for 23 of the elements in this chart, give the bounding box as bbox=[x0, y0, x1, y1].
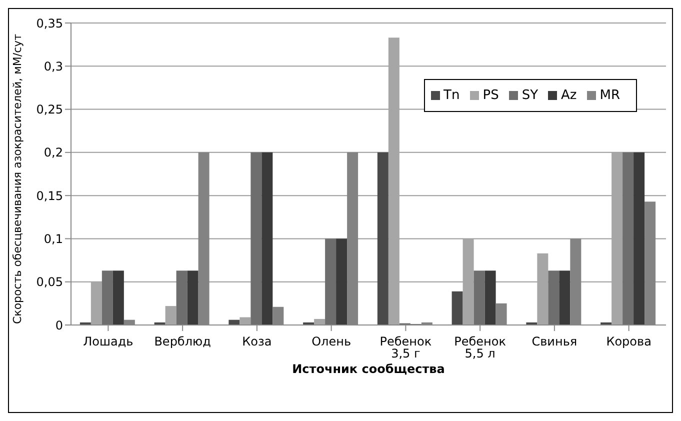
legend-label: Az bbox=[561, 88, 577, 103]
x-tick-label: Верблюд bbox=[154, 334, 211, 349]
legend-label: MR bbox=[600, 88, 620, 103]
x-tick-label: Свинья bbox=[532, 334, 578, 349]
x-tick-label: Олень bbox=[312, 334, 352, 349]
y-tick-label: 0,15 bbox=[36, 188, 63, 203]
legend-label: SY bbox=[522, 88, 538, 103]
x-tick-label: Коза bbox=[242, 334, 272, 349]
legend-label: Tn bbox=[444, 88, 460, 103]
y-tick-label: 0 bbox=[55, 318, 63, 332]
x-tick-label: Ребенок 5,5 л bbox=[454, 334, 506, 361]
y-tick-label: 0,05 bbox=[36, 275, 63, 290]
y-tick-label: 0,25 bbox=[36, 102, 63, 117]
legend-label: PS bbox=[482, 88, 499, 103]
y-tick-label: 0,35 bbox=[36, 16, 63, 30]
x-axis-title: Источник сообщества bbox=[292, 362, 445, 376]
y-tick-label: 0,2 bbox=[44, 146, 63, 160]
x-tick-label: Лошадь bbox=[83, 334, 134, 349]
x-tick-label: Корова bbox=[606, 334, 652, 349]
y-tick-label: 0,3 bbox=[44, 59, 63, 74]
x-tick-label: Ребенок 3,5 г bbox=[380, 334, 432, 361]
y-axis-title: Скорость обесцвечивания азокрасителей, мМ/сут bbox=[10, 33, 24, 324]
y-tick-label: 0,1 bbox=[44, 232, 63, 246]
